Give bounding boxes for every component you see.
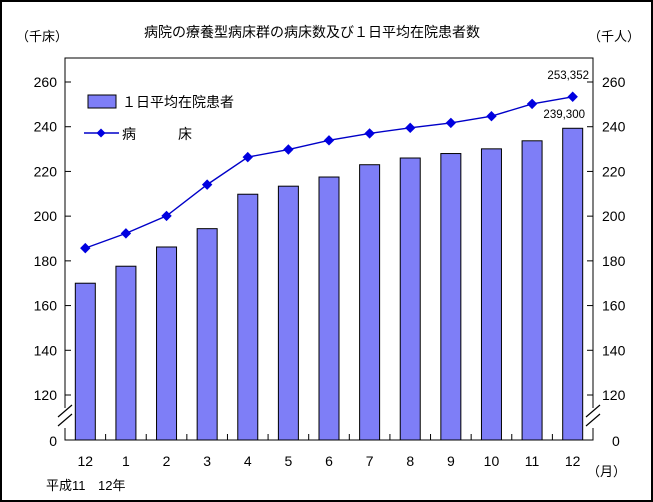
right-axis-tick-label: 160	[602, 298, 626, 314]
line-marker-diamond	[283, 144, 294, 155]
right-axis-tick-label: 240	[602, 119, 626, 135]
annotation-beds-last-value: 253,352	[547, 70, 589, 82]
left-axis-tick-label: 180	[34, 253, 58, 269]
annotation-patients-last-value: 239,300	[543, 109, 585, 121]
bar-patients	[562, 127, 584, 441]
bar-patients	[480, 148, 502, 441]
x-axis-month-label: 4	[244, 453, 252, 469]
right-axis-tick-label: 140	[602, 342, 626, 358]
left-axis-tick-label: 140	[34, 342, 58, 358]
left-axis-tick-label: 200	[34, 208, 58, 224]
left-axis-tick-label: 240	[34, 119, 58, 135]
right-axis-unit-label: （千人）	[587, 29, 640, 44]
axis-break-slash	[585, 413, 601, 427]
axis-break-slash	[57, 413, 73, 427]
right-axis-zero-label: 0	[612, 433, 620, 449]
x-axis-month-label: 6	[325, 453, 333, 469]
left-axis-zero-label: 0	[49, 433, 57, 449]
axis-break-gap	[590, 408, 596, 428]
axis-break-slash	[585, 404, 601, 418]
line-marker-diamond	[161, 210, 172, 222]
line-marker-diamond	[80, 242, 91, 254]
left-axis-unit-label: （千床）	[16, 29, 69, 44]
legend-bar-label: １日平均在院患者	[122, 94, 234, 110]
right-axis-tick-label: 220	[602, 163, 626, 179]
x-axis-month-label: 2	[163, 453, 171, 469]
era-label-year12: 12年	[98, 478, 126, 493]
legend-bar-swatch	[87, 94, 117, 109]
x-axis-month-label: 1	[122, 453, 130, 469]
line-marker-diamond	[445, 117, 457, 129]
x-axis-month-label: 8	[406, 453, 414, 469]
chart-title: 病院の療養型病床群の病床数及び１日平均在院患者数	[144, 24, 480, 40]
bar-patients	[74, 282, 96, 441]
x-axis-month-label: 5	[284, 453, 292, 469]
x-axis-month-label: 11	[525, 453, 540, 469]
line-marker-diamond	[405, 122, 416, 134]
x-axis-unit-label: （月）	[587, 464, 627, 479]
right-axis-tick-label: 260	[602, 74, 626, 90]
line-marker-diamond	[364, 128, 375, 139]
era-label-heisei11: 平成11	[46, 478, 86, 493]
axis-break-slash	[57, 404, 73, 418]
bar-patients	[277, 185, 299, 441]
bar-patients	[521, 140, 543, 441]
right-axis-tick-label: 120	[602, 387, 626, 403]
x-axis-month-label: 7	[366, 453, 374, 469]
line-marker-diamond	[242, 151, 253, 163]
left-axis-tick-label: 220	[34, 163, 58, 179]
line-marker-diamond	[567, 91, 578, 102]
bar-patients	[399, 157, 421, 441]
bar-patients	[237, 193, 259, 441]
right-axis-tick-label: 180	[602, 253, 626, 269]
legend-line-diamond	[96, 128, 106, 138]
x-axis-month-label: 10	[484, 453, 500, 469]
bar-patients	[156, 246, 178, 441]
bar-patients	[359, 164, 381, 441]
bar-patients	[115, 265, 137, 441]
line-marker-diamond	[526, 98, 538, 110]
line-marker-diamond	[323, 135, 335, 146]
x-axis-month-label: 3	[203, 453, 211, 469]
right-axis-tick-label: 200	[602, 208, 626, 224]
bar-patients	[318, 176, 340, 441]
line-marker-diamond	[486, 110, 497, 122]
x-axis-month-label: 12	[78, 453, 94, 469]
line-marker-diamond	[201, 179, 213, 190]
left-axis-tick-label: 160	[34, 298, 58, 314]
bar-patients	[196, 228, 218, 441]
x-axis-month-label: 9	[447, 453, 455, 469]
legend-line-label: 病 床	[122, 126, 192, 142]
left-axis-tick-label: 260	[34, 74, 58, 90]
line-marker-diamond	[120, 228, 132, 239]
left-axis-tick-label: 120	[34, 387, 58, 403]
axis-break-gap	[62, 408, 68, 428]
bar-patients	[440, 153, 462, 441]
x-axis-month-label: 12	[565, 453, 581, 469]
